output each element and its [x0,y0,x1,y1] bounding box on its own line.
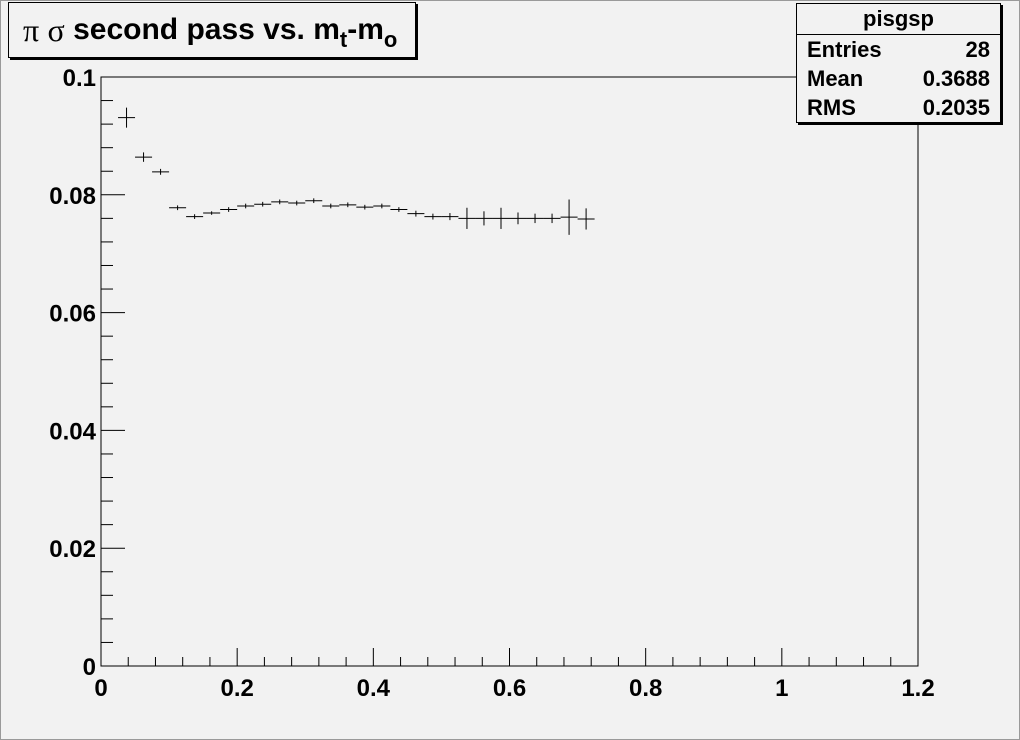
stats-label: Entries [807,36,882,62]
stats-name: pisgsp [797,4,1000,35]
x-tick-label: 0.8 [629,675,662,702]
data-point [543,213,561,224]
data-point [458,207,476,229]
stats-row-rms: RMS 0.2035 [797,93,1000,122]
title-pi: π [23,11,40,48]
title-text: second pass vs. m [73,13,340,46]
data-point [288,200,306,206]
data-point [407,210,425,217]
data-point [509,212,527,225]
data-point [237,203,255,209]
data-point [577,208,595,230]
stats-row-entries: Entries 28 [797,35,1000,64]
stats-value: 28 [965,36,990,62]
data-points [118,107,595,235]
data-point [322,203,340,209]
data-point [526,213,544,224]
stats-value: 0.2035 [922,94,990,120]
data-point [152,168,170,175]
data-point [390,207,408,212]
title-sigma: σ [47,11,65,48]
y-tick-label: 0.02 [49,536,96,563]
y-tick-label: 0 [83,654,96,681]
y-tick-label: 0.08 [49,183,96,210]
data-point [475,211,493,226]
data-point [271,199,289,205]
stats-box: pisgsp Entries 28 Mean 0.3688 RMS 0.2035 [796,3,1001,123]
data-point [254,201,272,207]
y-tick-label: 0.1 [63,65,96,92]
title-sub-o: o [383,27,398,52]
stats-value: 0.3688 [922,65,990,91]
data-point [305,198,323,204]
chart-title: π σ second pass vs. m t -m o [8,2,417,58]
x-tick-label: 0 [94,675,107,702]
data-point [492,207,510,229]
title-dash-m: -m [347,13,384,46]
data-point [560,199,578,235]
title-sub-t: t [339,27,348,52]
x-tick-label: 0.6 [493,675,526,702]
data-point [356,204,374,210]
x-tick-label: 0.2 [220,675,253,702]
x-tick-label: 1.2 [901,675,934,702]
x-tick-label: 1 [775,675,788,702]
stats-label: RMS [807,94,856,120]
stats-row-mean: Mean 0.3688 [797,64,1000,93]
x-tick-label: 0.4 [357,675,391,702]
y-tick-label: 0.06 [49,301,96,328]
data-point [339,202,357,208]
data-point [169,205,187,211]
data-point [203,211,221,215]
plot-frame [100,76,919,667]
axes: 0 0.2 0.4 0.6 0.8 1 1.2 0 0.02 0.04 0.06 0.08 0.1 [49,65,934,702]
data-point [135,152,153,162]
data-point [186,214,204,219]
data-point [220,207,238,212]
stats-label: Mean [807,65,864,91]
data-point [118,107,136,128]
data-point [424,213,442,220]
data-point [441,213,459,221]
data-point [373,203,391,209]
y-tick-label: 0.04 [49,418,96,445]
